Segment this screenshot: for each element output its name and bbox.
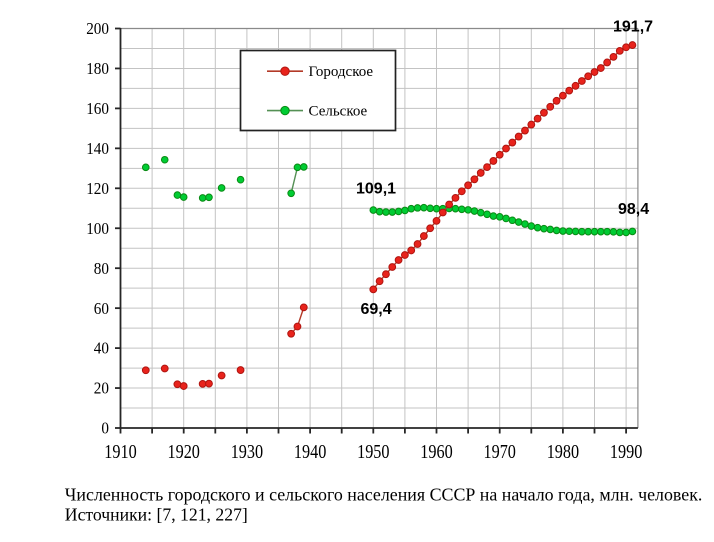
svg-text:120: 120: [86, 179, 109, 198]
svg-text:20: 20: [94, 379, 109, 398]
svg-text:180: 180: [86, 59, 109, 78]
svg-text:1950: 1950: [357, 442, 389, 463]
svg-text:80: 80: [94, 259, 109, 278]
svg-text:140: 140: [86, 139, 109, 158]
svg-text:1930: 1930: [231, 442, 263, 463]
svg-text:1960: 1960: [420, 442, 452, 463]
svg-text:40: 40: [94, 339, 109, 358]
svg-text:Сельское: Сельское: [309, 104, 368, 120]
svg-text:60: 60: [94, 299, 109, 318]
svg-text:Источники: [7, 121, 227]: Источники: [7, 121, 227]: [65, 505, 248, 525]
svg-text:1990: 1990: [610, 442, 642, 463]
svg-text:1970: 1970: [484, 442, 516, 463]
svg-text:1920: 1920: [168, 442, 200, 463]
svg-text:Городское: Городское: [309, 64, 374, 80]
svg-text:1910: 1910: [104, 442, 136, 463]
svg-text:69,4: 69,4: [361, 301, 392, 318]
svg-text:1940: 1940: [294, 442, 326, 463]
svg-text:Численность городского и сельс: Численность городского и сельского насел…: [65, 485, 703, 505]
svg-text:98,4: 98,4: [618, 201, 649, 218]
svg-text:200: 200: [86, 19, 109, 38]
svg-text:100: 100: [86, 219, 109, 238]
svg-text:1980: 1980: [547, 442, 579, 463]
svg-text:109,1: 109,1: [356, 181, 396, 198]
svg-text:160: 160: [86, 99, 109, 118]
svg-text:0: 0: [101, 419, 109, 438]
svg-text:191,7: 191,7: [613, 19, 653, 36]
